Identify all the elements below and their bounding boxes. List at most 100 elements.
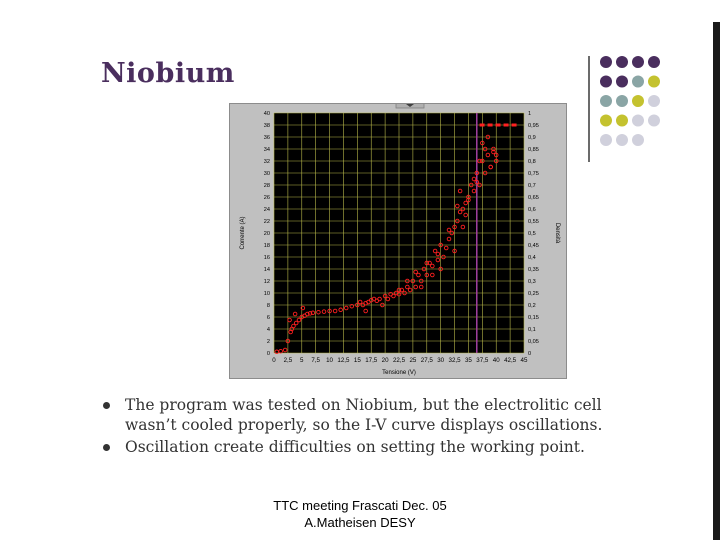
data-point (382, 293, 388, 299)
x-axis-label: Tensione (V) (382, 370, 416, 376)
x-tick-label: 20 (382, 357, 389, 364)
data-point (285, 338, 291, 344)
data-point (471, 176, 477, 182)
data-point (357, 299, 363, 305)
y2-tick-label: 0,25 (528, 291, 539, 297)
data-point (377, 296, 382, 302)
data-point (482, 146, 488, 152)
bullet-icon (103, 402, 110, 409)
x-tick-label: 30 (437, 357, 444, 364)
y2-tick-label: 0,5 (528, 231, 536, 237)
data-point (455, 218, 460, 224)
bullet-text: The program was tested on Niobium, but t… (125, 396, 603, 434)
decorative-dot (600, 114, 612, 127)
x-tick-label: 27,5 (421, 357, 434, 364)
y-tick-label: 14 (264, 267, 270, 273)
data-point (460, 224, 466, 230)
x-tick-label: 17,5 (365, 357, 378, 364)
footer-line-1: TTC meeting Frascati Dec. 05 (273, 498, 447, 513)
y2-axis-label: Densità (554, 223, 560, 244)
data-point (413, 269, 418, 275)
data-point (480, 140, 485, 146)
data-point (402, 290, 407, 296)
decorative-dot (600, 95, 612, 107)
y-tick-label: 38 (264, 123, 270, 129)
y-tick-label: 12 (264, 279, 270, 285)
x-tick-label: 37,5 (476, 357, 489, 364)
data-point (477, 182, 482, 188)
y2-tick-label: 0,05 (528, 339, 539, 345)
data-point (441, 254, 446, 260)
data-point (278, 348, 283, 354)
data-point (424, 272, 430, 278)
y2-tick-label: 0,95 (528, 123, 539, 129)
decorative-dot (616, 56, 628, 68)
decorative-dot (600, 56, 612, 68)
data-point (457, 188, 463, 194)
x-tick-labels: 0 2,5 5 7,5 10 12,5 15 17,5 20 22,5 25 27,5 30 32,5 35… (272, 357, 528, 364)
y-tick-label: 22 (264, 219, 270, 225)
x-tick-label: 7,5 (311, 357, 320, 364)
y2-tick-label: 0,45 (528, 243, 539, 249)
y2-tick-label: 0 (528, 351, 531, 357)
data-point (474, 179, 480, 185)
data-point (455, 203, 460, 209)
y-tick-label: 40 (264, 111, 270, 117)
data-point (446, 227, 452, 233)
data-point (438, 242, 443, 248)
slide-title: Niobium (101, 58, 235, 89)
data-points (274, 134, 499, 355)
decorative-dot-grid (600, 56, 660, 146)
y-tick-label: 20 (264, 231, 270, 237)
decorative-dot (616, 95, 628, 107)
chart-panel: 0 2,5 5 7,5 10 12,5 15 17,5 20 22,5 25 27,5 30 32,5 35… (229, 103, 567, 379)
y-tick-label: 18 (264, 243, 270, 249)
data-point (287, 317, 292, 323)
data-point (435, 251, 441, 257)
panel-scroll-arrow (406, 104, 414, 107)
plot-grid (273, 112, 525, 354)
data-point (477, 158, 482, 164)
x-tick-label: 40 (493, 357, 500, 364)
decorative-dot (648, 114, 660, 127)
decorative-dot (632, 134, 644, 146)
footer: TTC meeting Frascati Dec. 05 A.Matheisen… (228, 497, 492, 531)
x-tick-label: 25 (409, 357, 416, 364)
data-point (418, 284, 424, 290)
data-point (463, 212, 468, 218)
footer-line-2: A.Matheisen DESY (304, 515, 416, 530)
data-point (452, 224, 457, 230)
title-divider (588, 56, 590, 162)
decorative-dot (648, 95, 660, 107)
y-tick-label: 10 (264, 291, 270, 297)
data-point (316, 309, 321, 315)
data-point (405, 284, 410, 290)
data-point (292, 311, 298, 317)
data-point (482, 170, 488, 176)
data-point (443, 245, 449, 251)
data-point (310, 310, 316, 316)
data-point (471, 188, 477, 194)
data-point (466, 194, 471, 200)
data-point (430, 263, 435, 269)
y2-tick-label: 0,9 (528, 135, 536, 141)
y-tick-label: 24 (264, 207, 270, 213)
data-point (435, 257, 441, 263)
x-tick-label: 35 (465, 357, 472, 364)
data-point (296, 317, 302, 323)
data-point (446, 236, 452, 242)
y2-tick-label: 0,65 (528, 195, 539, 201)
data-point (355, 302, 360, 308)
data-point (307, 311, 313, 316)
data-point (474, 170, 480, 176)
data-point (321, 309, 327, 314)
data-point (293, 320, 299, 326)
x-tick-label: 0 (272, 357, 276, 364)
data-point (463, 200, 468, 206)
data-point (300, 305, 306, 311)
y-tick-label: 16 (264, 255, 270, 261)
x-tick-label: 12,5 (337, 357, 350, 364)
data-point (485, 152, 491, 158)
y2-tick-label: 0,8 (528, 159, 536, 165)
